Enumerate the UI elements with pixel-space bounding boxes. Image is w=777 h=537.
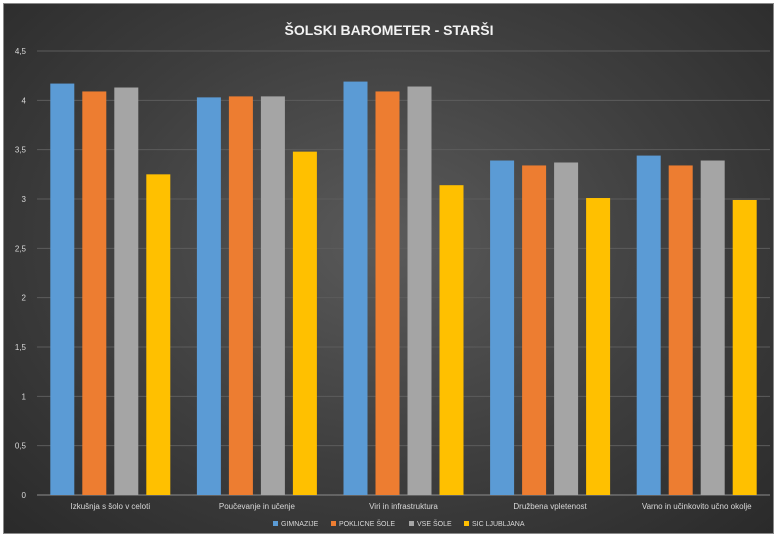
bar (732, 199, 757, 495)
bar (554, 162, 579, 495)
bar (522, 165, 547, 495)
bar (490, 160, 515, 495)
bar (407, 86, 432, 496)
y-tick-label: 3,5 (15, 146, 27, 155)
bar-chart: ŠOLSKI BAROMETER - STARŠI 0 0,5 1 1,5 2 2,5 3 3… (15, 21, 770, 528)
bar (668, 165, 693, 495)
category-labels: Izkušnja s šolo v celoti Poučevanje in uč… (71, 502, 753, 511)
chart-title: ŠOLSKI BAROMETER - STARŠI (285, 21, 494, 38)
category-label: Viri in infrastruktura (369, 502, 438, 511)
category-label: Varno in učinkovito učno okolje (642, 502, 752, 511)
bar (343, 81, 368, 495)
bar (439, 185, 464, 496)
legend-swatch (273, 521, 278, 526)
bar (82, 91, 107, 495)
y-tick-label: 2 (22, 294, 27, 303)
y-tick-label: 3 (22, 195, 27, 204)
bar (114, 87, 139, 496)
bar (375, 91, 400, 495)
legend-entry: SIC LJUBLJANA (472, 521, 525, 528)
bar (50, 83, 75, 495)
category-label: Poučevanje in učenje (219, 502, 296, 511)
y-tick-label: 2,5 (15, 244, 27, 253)
category-label: Izkušnja s šolo v celoti (71, 502, 151, 511)
bar (196, 97, 221, 495)
bar (636, 155, 661, 495)
legend-swatch (409, 521, 414, 526)
bar (260, 96, 285, 496)
y-tick-label: 0 (22, 491, 27, 500)
legend-entry: POKLICNE ŠOLE (339, 519, 395, 528)
legend-entry: GIMNAZIJE (281, 521, 319, 528)
y-tick-label: 0,5 (15, 442, 27, 451)
chart-area: ŠOLSKI BAROMETER - STARŠI 0 0,5 1 1,5 2 2,5 3 3… (3, 3, 774, 534)
legend-entry: VSE ŠOLE (417, 519, 452, 528)
y-axis-ticks: 0 0,5 1 1,5 2 2,5 3 3,5 4 4,5 (15, 47, 27, 500)
bar (700, 160, 725, 495)
bar (586, 198, 611, 495)
bars (50, 81, 757, 496)
y-tick-label: 4 (22, 96, 27, 105)
legend-swatch (331, 521, 336, 526)
bar (146, 174, 171, 496)
bar (228, 96, 253, 496)
y-tick-label: 1 (22, 392, 27, 401)
y-tick-label: 1,5 (15, 343, 27, 352)
legend-swatch (464, 521, 469, 526)
category-label: Družbena vpletenost (513, 502, 587, 511)
y-tick-label: 4,5 (15, 47, 27, 56)
legend: GIMNAZIJE POKLICNE ŠOLE VSE ŠOLE SIC LJUBLJ… (273, 519, 525, 528)
bar (292, 151, 317, 495)
